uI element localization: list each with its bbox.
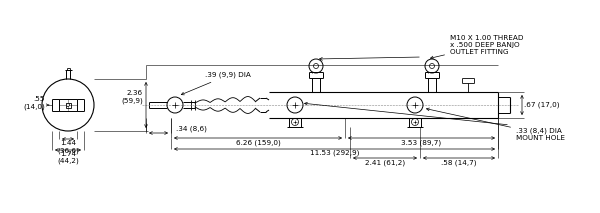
Text: M10 X 1.00 THREAD
x .500 DEEP BANJO
OUTLET FITTING: M10 X 1.00 THREAD x .500 DEEP BANJO OUTL… [430, 35, 523, 59]
Text: 6.26 (159,0): 6.26 (159,0) [236, 139, 280, 145]
Text: 2.36
(59,9): 2.36 (59,9) [121, 90, 143, 104]
Text: .67 (17,0): .67 (17,0) [524, 102, 560, 108]
Bar [59, 99, 77, 111]
Text: 2.41 (61,2): 2.41 (61,2) [365, 159, 405, 166]
Text: 11.53 (292,9): 11.53 (292,9) [310, 150, 359, 157]
Text: .58 (14,7): .58 (14,7) [441, 159, 477, 166]
Text: 1.44
(36,6): 1.44 (36,6) [57, 140, 79, 154]
Text: .34 (8,6): .34 (8,6) [176, 125, 208, 132]
Bar [65, 102, 71, 108]
Text: .39 (9,9) DIA: .39 (9,9) DIA [181, 72, 251, 95]
Text: 1.74
(44,2): 1.74 (44,2) [57, 151, 79, 164]
Circle shape [67, 104, 70, 106]
Text: .55
(14,0): .55 (14,0) [23, 96, 45, 110]
Text: .33 (8,4) DIA
MOUNT HOLE: .33 (8,4) DIA MOUNT HOLE [427, 108, 565, 141]
Text: 3.53 (89,7): 3.53 (89,7) [401, 139, 442, 145]
